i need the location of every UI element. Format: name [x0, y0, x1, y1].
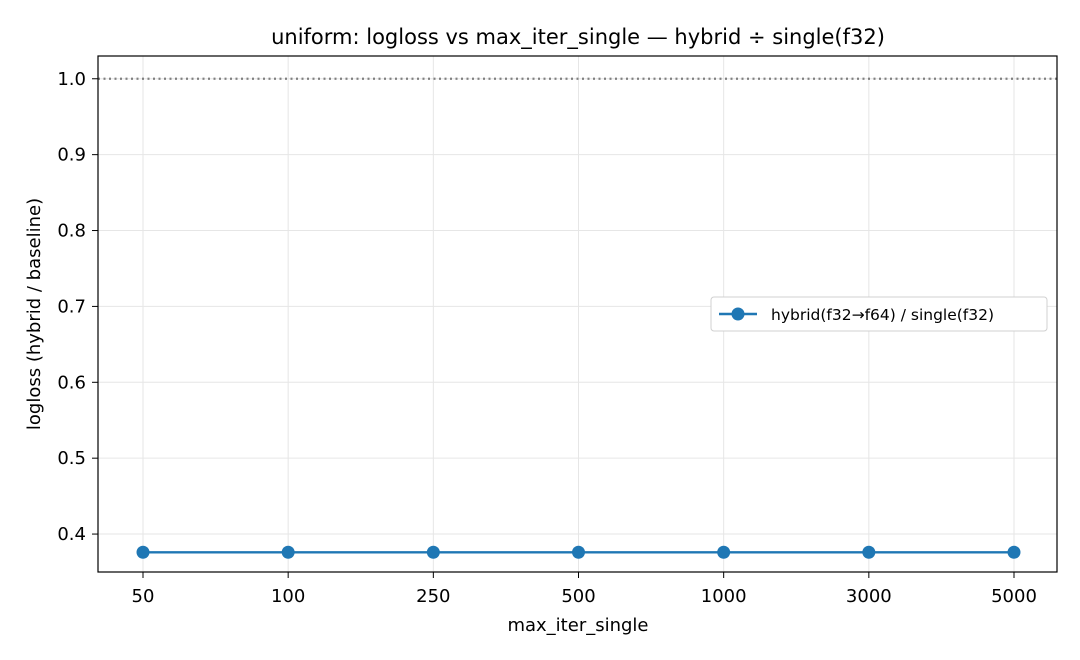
data-point	[281, 545, 295, 559]
x-axis-label: max_iter_single	[507, 615, 648, 636]
data-point	[136, 545, 150, 559]
y-tick-label: 0.5	[57, 448, 86, 469]
x-tick-label: 100	[271, 586, 305, 607]
y-tick-label: 0.4	[57, 524, 86, 545]
data-point	[426, 545, 440, 559]
y-tick-label: 0.7	[57, 296, 86, 317]
y-axis-label: logloss (hybrid / baseline)	[24, 198, 45, 430]
data-point	[1007, 545, 1021, 559]
chart-title: uniform: logloss vs max_iter_single — hy…	[271, 25, 885, 50]
x-tick-label: 5000	[991, 586, 1037, 607]
y-axis: 0.4 0.5 0.6 0.7 0.8 0.9 1.0	[57, 69, 98, 545]
legend-label: hybrid(f32→f64) / single(f32)	[771, 306, 994, 324]
x-tick-label: 3000	[846, 586, 892, 607]
legend-box	[710, 296, 1048, 332]
data-point	[717, 545, 731, 559]
legend: hybrid(f32→f64) / single(f32)	[710, 296, 1048, 332]
x-tick-label: 1000	[701, 586, 747, 607]
data-point	[862, 545, 876, 559]
y-tick-label: 0.9	[57, 145, 86, 166]
y-tick-label: 1.0	[57, 69, 86, 90]
y-tick-label: 0.8	[57, 221, 86, 242]
x-tick-label: 50	[132, 586, 155, 607]
series-group	[136, 545, 1021, 559]
plot-frame	[97, 55, 1058, 573]
x-tick-label: 500	[561, 586, 595, 607]
data-point	[572, 545, 585, 559]
y-tick-label: 0.6	[57, 372, 86, 393]
legend-marker	[731, 307, 745, 321]
x-tick-label: 250	[416, 586, 450, 607]
x-axis: 50 100 250 500 1000 3000 5000	[132, 572, 1037, 607]
